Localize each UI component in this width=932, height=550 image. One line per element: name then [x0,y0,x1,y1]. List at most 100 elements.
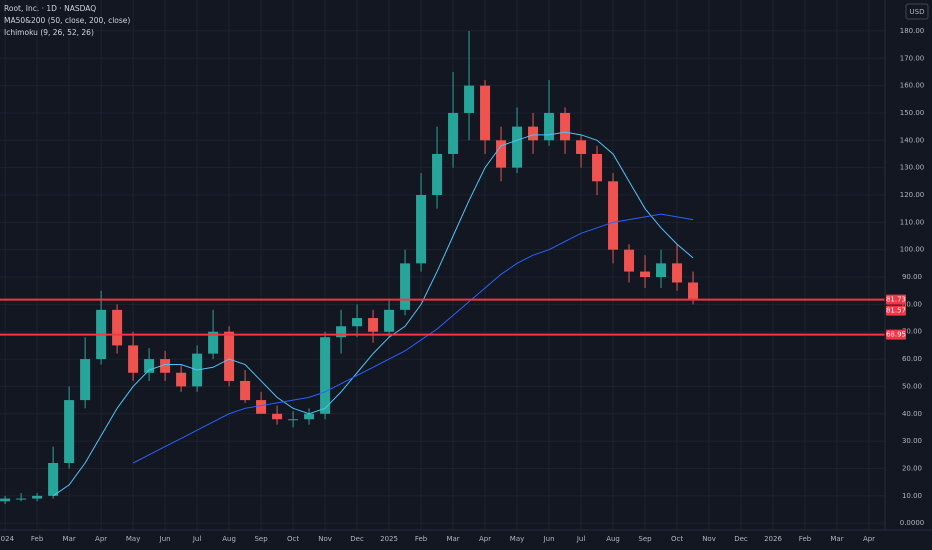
price-label: 81.73 [886,296,906,304]
x-tick-label: Sep [638,535,652,543]
candle-body [592,153,603,182]
x-tick-label: Apr [479,535,491,543]
y-tick-label: 90.00 [902,273,922,281]
x-tick-label: Dec [350,535,364,543]
candle-body [16,498,27,500]
y-tick-label: 160.00 [900,82,925,90]
price-label-box [886,329,906,340]
candle-body [656,263,667,278]
candle-body [112,309,123,346]
x-tick-label: Nov [318,535,332,543]
x-tick-label: Apr [95,535,107,543]
candle-body [560,112,571,141]
candle-body [304,413,315,420]
candle-body [144,359,155,373]
candle-body [640,271,651,278]
candle-body [256,400,267,414]
candle-body [336,326,347,338]
currency-label[interactable]: USD [910,8,925,16]
y-tick-label: 10.00 [902,492,922,500]
x-tick-label: Jul [576,535,586,543]
x-tick-label: May [510,535,524,543]
x-tick-label: 2026 [764,535,782,543]
y-tick-label: 100.00 [900,246,925,254]
candle-body [432,153,443,195]
candle-body [400,263,411,310]
candle-body [496,140,507,168]
x-tick-label: Apr [863,535,875,543]
candle-body [240,380,251,401]
y-tick-label: 180.00 [900,27,925,35]
candle-body [288,419,299,421]
x-tick-label: May [126,535,140,543]
candle-body [32,495,43,499]
price-label-box [886,305,906,316]
x-tick-label: Jun [159,535,171,543]
candle-body [464,85,475,113]
y-tick-label: 140.00 [900,136,925,144]
y-tick-label: 110.00 [900,218,925,226]
x-tick-label: Oct [671,535,683,543]
indicator-label: Ichimoku (9, 26, 52, 26) [4,28,94,37]
y-tick-label: 170.00 [900,54,925,62]
y-tick-label: 60.00 [902,355,922,363]
moving-average-line [52,131,694,497]
candle-body [512,126,523,168]
x-tick-label: Feb [415,535,428,543]
x-tick-label: Dec [734,535,748,543]
y-tick-label: 50.00 [902,382,922,390]
y-tick-label: 130.00 [900,164,925,172]
y-tick-label: 20.00 [902,464,922,472]
candle-body [64,400,75,463]
candle-body [544,112,555,141]
grid [0,0,885,530]
y-tick-label: 80.00 [902,300,922,308]
axes: 0.0000 10.00 20.00 30.00 40.00 50.00 60.00 70.0… [0,27,924,543]
x-tick-label: Jun [543,535,555,543]
candle-body [48,462,59,496]
x-tick-label: 2024 [0,535,15,543]
candle-body [672,263,683,283]
x-tick-label: Mar [830,535,843,543]
candle-body [368,318,379,332]
candle-body [320,337,331,414]
x-tick-label: Mar [446,535,459,543]
candle-body [80,359,91,401]
candle-body [528,126,539,141]
candle-body [352,318,363,327]
x-tick-label: Aug [222,535,236,543]
x-tick-label: Mar [63,535,76,543]
candle-body [576,140,587,154]
candle-body [416,194,427,264]
x-tick-label: 2025 [380,535,398,543]
y-tick-label: 120.00 [900,191,925,199]
candle-body [0,498,11,502]
x-tick-label: Oct [287,535,299,543]
candle-body [480,85,491,141]
candle-body [160,359,171,373]
price-label: 81.57 [886,307,906,315]
x-tick-label: Aug [606,535,620,543]
moving-average-line [132,213,694,464]
y-tick-label: 0.0000 [900,519,925,527]
x-tick-label: Nov [702,535,716,543]
candle-body [224,331,235,381]
price-label: 68.95 [886,331,906,339]
y-tick-label: 150.00 [900,109,925,117]
x-tick-label: Feb [31,535,44,543]
candle-body [176,372,187,387]
candle-body [608,181,619,250]
candle-body [688,282,699,299]
x-tick-label: Jul [192,535,202,543]
currency-button[interactable] [905,3,929,20]
y-tick-label: 70.00 [902,328,922,336]
x-tick-label: Sep [254,535,268,543]
y-tick-label: 30.00 [902,437,922,445]
candle-body [128,345,139,373]
candle-body [208,331,219,354]
candle-body [448,112,459,154]
chart-title: Root, Inc. · 1D · NASDAQ [4,4,96,13]
